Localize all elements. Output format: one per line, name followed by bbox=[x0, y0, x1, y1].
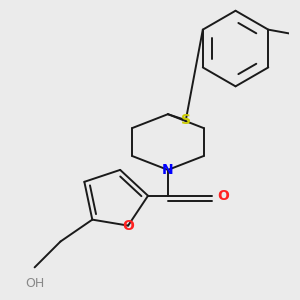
Text: O: O bbox=[218, 189, 230, 203]
Text: O: O bbox=[122, 219, 134, 232]
Text: OH: OH bbox=[25, 277, 44, 290]
Text: S: S bbox=[181, 113, 191, 127]
Text: N: N bbox=[162, 163, 174, 177]
